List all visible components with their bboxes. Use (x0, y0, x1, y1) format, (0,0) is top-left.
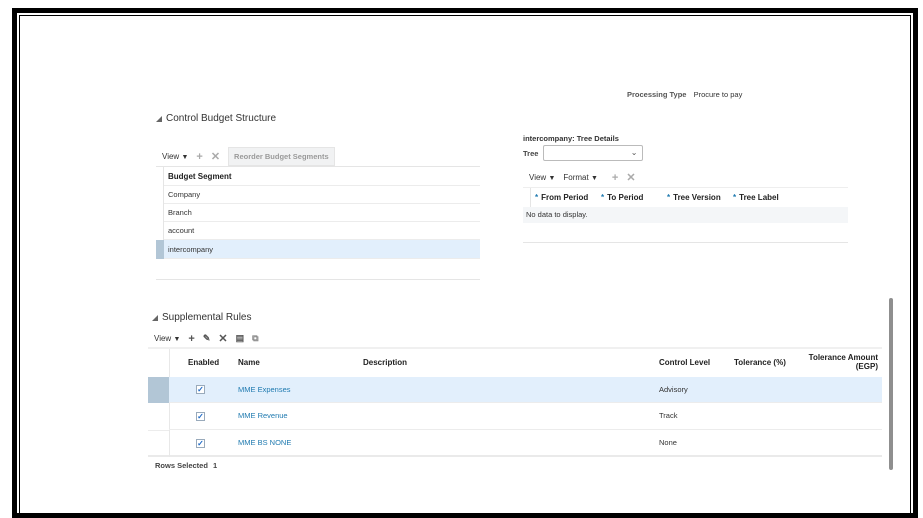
processing-type-label: Processing Type (627, 90, 687, 99)
table-row[interactable]: account (164, 222, 480, 240)
delete-icon[interactable]: ✕ (210, 151, 221, 163)
tree-label: Tree (523, 148, 539, 158)
delete-icon[interactable]: ✕ (626, 172, 636, 184)
tree-table: * From Period * To Period * Tree Version * T… (523, 187, 848, 243)
empty-message: No data to display. (523, 207, 848, 223)
segment-toolbar: View ▼ + ✕ Reorder Budget Segments (162, 147, 335, 166)
rows-selected: Rows Selected 1 (155, 461, 218, 470)
rule-name-link[interactable]: MME BS NONE (238, 438, 292, 447)
control-level: None (659, 438, 677, 447)
column-header-name[interactable]: Name (238, 358, 260, 367)
column-header-tolerance-percent[interactable]: Tolerance (%) (734, 358, 786, 367)
tree-toolbar: View ▼ Format ▼ + ✕ (529, 171, 636, 185)
enabled-checkbox[interactable]: ✓ (196, 439, 205, 448)
column-header-to-period[interactable]: * To Period (601, 193, 644, 202)
enabled-checkbox[interactable]: ✓ (196, 412, 205, 421)
view-menu[interactable]: View ▼ (154, 334, 181, 343)
tree-field: Tree ⌄ (523, 145, 644, 161)
processing-type-value: Procure to pay (693, 90, 743, 99)
collapse-icon (156, 115, 162, 122)
segment-table: Budget Segment Company Branch account in… (156, 166, 480, 280)
table-row-selected[interactable]: ✓ MME Expenses Advisory (169, 377, 882, 403)
view-menu[interactable]: View ▼ (529, 173, 556, 182)
row-selector[interactable] (148, 377, 169, 403)
supplemental-rules-header[interactable]: Supplemental Rules (152, 312, 252, 323)
view-menu[interactable]: View ▼ (162, 152, 189, 161)
add-icon[interactable]: + (611, 171, 619, 184)
rule-name-link[interactable]: MME Revenue (238, 411, 288, 420)
processing-type: Processing Type Procure to pay (627, 90, 742, 99)
export-icon[interactable]: ▤ (235, 333, 245, 343)
detach-icon[interactable]: ⧉ (252, 333, 259, 343)
column-header-tree-label[interactable]: * Tree Label (733, 193, 779, 202)
section-title: Supplemental Rules (162, 312, 252, 323)
table-row[interactable]: Company (164, 186, 480, 204)
format-menu[interactable]: Format ▼ (563, 173, 598, 182)
column-header-control-level[interactable]: Control Level (659, 358, 711, 367)
reorder-budget-segments-button[interactable]: Reorder Budget Segments (228, 147, 335, 166)
delete-icon[interactable]: ✕ (218, 333, 228, 345)
column-header-tree-version[interactable]: * Tree Version (667, 193, 721, 202)
edit-icon[interactable]: ✎ (202, 333, 211, 343)
rules-toolbar: View ▼ + ✎ ✕ ▤ ⧉ (154, 332, 259, 346)
column-header-from-period[interactable]: * From Period (535, 193, 589, 202)
table-row[interactable]: Branch (164, 204, 480, 222)
column-header-budget-segment[interactable]: Budget Segment (164, 167, 480, 186)
table-row-selected[interactable]: intercompany (164, 240, 480, 259)
table-row[interactable]: ✓ MME BS NONE None (169, 430, 882, 457)
control-level: Advisory (659, 385, 688, 394)
column-header-enabled[interactable]: Enabled (188, 358, 220, 367)
column-header-tolerance-amount[interactable]: Tolerance Amount (EGP) (808, 353, 878, 371)
tree-details-title: intercompany: Tree Details (523, 134, 619, 143)
add-icon[interactable]: + (188, 332, 195, 345)
chevron-down-icon: ⌄ (630, 148, 638, 157)
column-header-description[interactable]: Description (363, 358, 408, 367)
add-icon[interactable]: + (196, 150, 203, 163)
control-budget-header[interactable]: Control Budget Structure (156, 113, 276, 124)
section-title: Control Budget Structure (166, 113, 277, 124)
row-selector[interactable] (156, 240, 164, 259)
collapse-icon (152, 314, 158, 321)
table-row[interactable]: ✓ MME Revenue Track (169, 403, 882, 430)
enabled-checkbox[interactable]: ✓ (196, 385, 205, 394)
control-level: Track (659, 411, 678, 420)
tree-select[interactable]: ⌄ (543, 145, 644, 161)
rules-table: Enabled Name Description Control Level T… (148, 347, 882, 457)
rule-name-link[interactable]: MME Expenses (238, 385, 291, 394)
vertical-scrollbar[interactable] (889, 298, 893, 470)
